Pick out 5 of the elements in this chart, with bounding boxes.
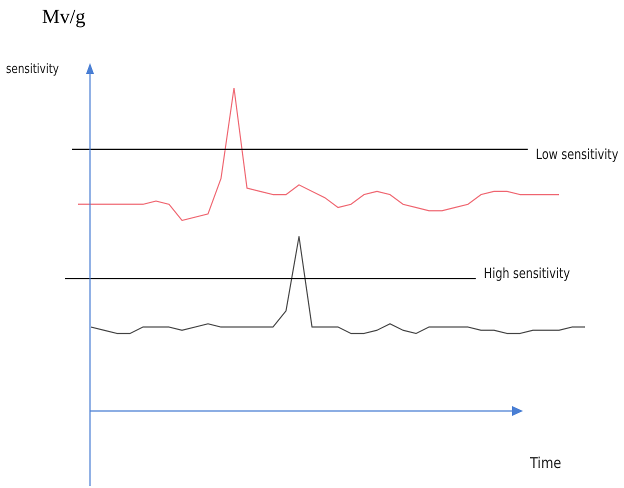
ref-line-label: Low sensitivity (536, 146, 619, 162)
x-axis-title: Time (530, 454, 562, 472)
y-axis-title: sensitivity (6, 62, 59, 77)
chart-title: Mv/g (42, 6, 86, 29)
ref-line-label: High sensitivity (484, 264, 570, 282)
